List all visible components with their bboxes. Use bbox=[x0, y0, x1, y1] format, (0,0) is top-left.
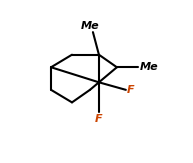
Text: F: F bbox=[127, 85, 134, 96]
Text: F: F bbox=[95, 114, 103, 124]
Text: Me: Me bbox=[140, 62, 159, 72]
Text: Me: Me bbox=[81, 22, 99, 31]
